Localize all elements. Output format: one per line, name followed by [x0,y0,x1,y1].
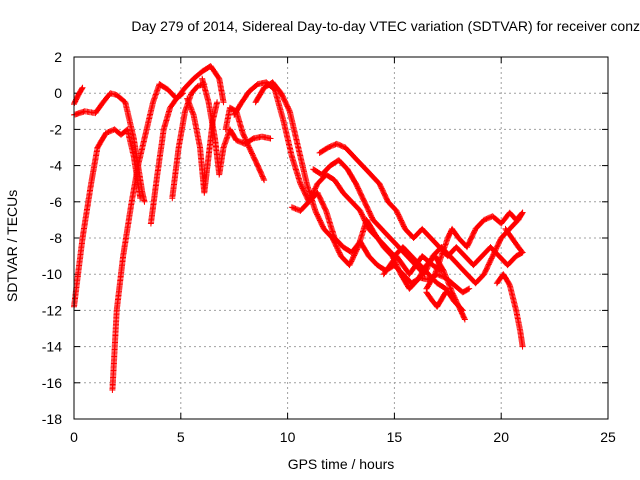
data-markers-track-8 [199,75,274,178]
data-markers-track-5 [147,90,186,227]
y-tick-label: -14 [42,339,62,355]
data-series-track-8 [199,75,274,178]
data-markers-track-13 [316,140,526,269]
x-tick-label: 0 [70,429,78,445]
y-tick-label: 2 [54,49,62,65]
x-axis-label: GPS time / hours [287,456,395,472]
data-series-track-15 [423,209,526,292]
data-markers-track-17 [493,271,526,350]
data-series-track-4 [109,63,227,393]
data-series-track-11 [252,79,468,323]
data-series [71,63,526,393]
data-series-track-5 [147,90,186,227]
data-series-track-17 [493,271,526,350]
y-tick-label: -4 [50,158,63,174]
data-series-track-3 [71,84,86,108]
data-markers-track-18 [502,225,526,256]
data-markers-track-3 [71,84,86,108]
y-tick-label: -10 [42,266,62,282]
x-tick-label: 15 [387,429,403,445]
data-markers-track-14 [310,157,526,287]
y-tick-label: -16 [42,375,62,391]
grid-lines [74,57,608,419]
data-markers-track-16 [423,289,449,310]
data-series-track-9 [222,104,268,184]
data-series-track-16 [423,289,449,310]
data-markers-track-15 [423,209,526,292]
data-markers-track-2 [71,126,144,310]
data-markers-track-9 [222,104,268,184]
data-markers-track-11 [252,79,468,323]
axes: 0 5 10 15 20 25 -18 -16 -14 -12 -10 -8 -6 -4 -2 0 2 [42,49,616,445]
y-tick-label: -2 [50,121,63,137]
y-tick-label: -18 [42,411,62,427]
x-tick-label: 25 [600,429,616,445]
y-tick-label: -12 [42,302,62,318]
data-markers-track-4 [109,63,227,393]
y-tick-label: 0 [54,85,62,101]
x-tick-label: 20 [493,429,509,445]
plot-border [73,56,609,420]
data-series-track-2 [71,126,144,310]
data-series-track-19 [380,253,445,278]
data-markers-track-19 [380,253,445,278]
chart-title: Day 279 of 2014, Sidereal Day-to-day VTE… [131,18,640,34]
data-series-track-14 [310,157,526,287]
y-tick-label: -8 [50,230,63,246]
y-axis-label: SDTVAR / TECUs [4,189,20,302]
y-tick-label: -6 [50,194,63,210]
data-series-track-18 [502,225,526,256]
data-series-track-13 [316,140,526,269]
x-tick-label: 10 [280,429,296,445]
x-tick-label: 5 [177,429,185,445]
